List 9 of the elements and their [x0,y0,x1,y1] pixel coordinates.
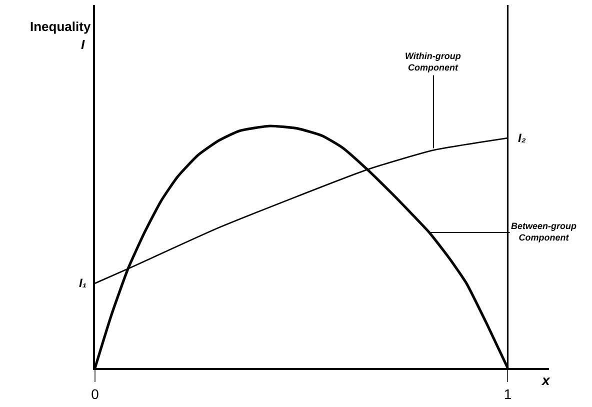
x-tick-label: 1 [504,386,512,402]
annotation: Between-group Component [511,221,578,243]
x-tick-label: 0 [91,386,100,402]
annotation: Within-group Component [405,51,462,73]
x-axis-title: x [541,372,551,388]
annotation: I₂ [518,131,526,145]
text: I [81,37,85,52]
chart-title: Inequality [30,19,92,34]
annotation: I₁ [79,276,87,290]
